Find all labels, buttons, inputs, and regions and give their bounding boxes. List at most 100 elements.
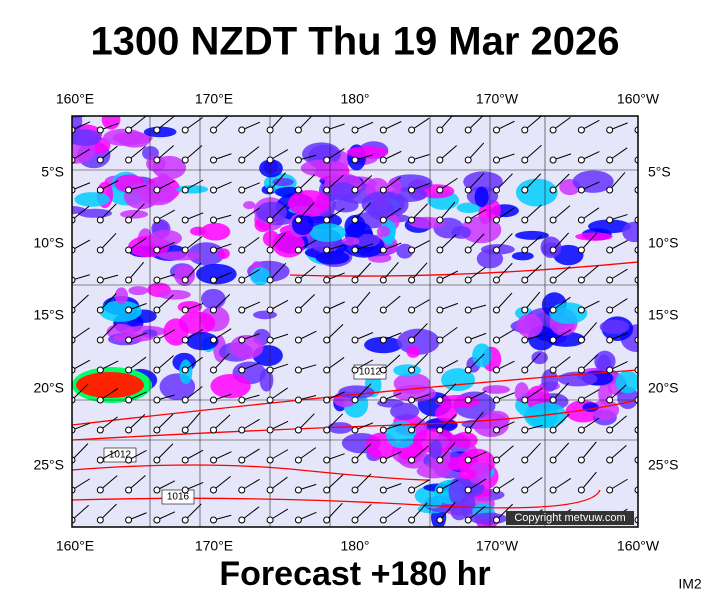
- station: [153, 486, 161, 494]
- barb-staff: [99, 203, 117, 221]
- station: [493, 126, 500, 134]
- barb-staff: [326, 502, 343, 521]
- bottom-longitude-label: 160°W: [617, 538, 660, 554]
- forecast-label: Forecast +180 hr: [219, 555, 490, 593]
- station: [266, 246, 274, 254]
- station: [153, 426, 161, 434]
- barb-staff: [128, 203, 145, 221]
- station: [266, 456, 274, 464]
- rain-cell: [112, 131, 153, 145]
- barb-staff: [609, 415, 627, 431]
- barb-staff: [99, 232, 117, 251]
- rain-cell: [72, 129, 102, 147]
- rain-cell: [112, 333, 154, 342]
- station: [125, 426, 133, 434]
- barb-staff: [552, 296, 571, 311]
- station: [351, 156, 359, 164]
- station: [521, 486, 529, 494]
- right-latitude-label: 10°S: [648, 235, 679, 251]
- bottom-longitude-label: 170°E: [195, 538, 233, 554]
- station: [577, 486, 585, 494]
- barb-staff: [383, 207, 402, 221]
- barb-staff: [354, 383, 372, 401]
- station: [549, 426, 557, 434]
- barb-staff: [467, 353, 485, 371]
- station: [125, 246, 133, 254]
- station: [125, 516, 133, 524]
- station: [464, 126, 472, 134]
- station: [464, 396, 472, 404]
- rain-cell: [541, 369, 559, 392]
- image-id: IM2: [678, 576, 702, 592]
- station: [351, 516, 359, 524]
- station: [181, 276, 189, 284]
- station: [493, 516, 500, 524]
- rain-cell: [341, 236, 360, 246]
- barb-staff: [184, 145, 203, 161]
- station: [125, 216, 133, 224]
- barb-staff: [326, 357, 345, 371]
- station: [464, 216, 472, 224]
- station: [549, 216, 557, 224]
- station: [493, 216, 500, 224]
- station: [351, 456, 359, 464]
- barb-staff: [524, 442, 541, 461]
- barb-staff: [552, 442, 570, 461]
- rain-cell: [300, 159, 343, 177]
- rain-cell: [158, 251, 202, 261]
- barb-staff: [581, 417, 600, 431]
- barb-staff: [354, 262, 371, 281]
- isobar: [289, 261, 638, 277]
- barb-staff: [72, 205, 90, 221]
- station: [379, 396, 387, 404]
- barb-staff: [467, 142, 485, 161]
- rain-cell: [217, 248, 230, 259]
- station: [181, 516, 189, 524]
- barb-staff: [354, 175, 373, 191]
- station: [464, 186, 472, 194]
- barb-staff: [524, 477, 543, 491]
- rain-cell: [302, 142, 341, 166]
- barb-staff: [99, 475, 118, 491]
- station: [464, 336, 472, 344]
- barb-staff: [72, 443, 89, 461]
- barb-staff: [552, 232, 569, 251]
- isobar-label: 1012: [109, 450, 132, 461]
- station: [549, 246, 557, 254]
- rain-cell: [531, 351, 548, 365]
- rain-cell: [615, 370, 638, 394]
- station: [379, 306, 387, 314]
- barb-staff: [496, 233, 513, 251]
- station: [238, 306, 246, 314]
- barb-staff: [72, 504, 90, 521]
- station: [493, 246, 500, 254]
- barb-staff: [99, 416, 118, 431]
- barb-staff: [524, 291, 541, 311]
- station: [436, 396, 444, 404]
- station: [294, 186, 302, 194]
- top-longitude-label: 170°W: [476, 91, 519, 107]
- barb-staff: [552, 478, 572, 491]
- rain-cell: [463, 171, 503, 193]
- station: [549, 486, 557, 494]
- station: [96, 456, 104, 464]
- barb-staff: [496, 503, 514, 521]
- barb-staff: [269, 232, 286, 251]
- station: [294, 516, 302, 524]
- barb-staff: [467, 233, 485, 251]
- station: [549, 306, 557, 314]
- station: [549, 186, 557, 194]
- station: [493, 336, 500, 344]
- top-longitude-label: 160°W: [617, 91, 660, 107]
- rain-cell: [177, 301, 203, 313]
- station: [210, 246, 217, 254]
- barb-staff: [552, 356, 571, 371]
- barb-staff: [637, 219, 638, 220]
- station: [464, 156, 472, 164]
- barb-staff: [72, 294, 89, 311]
- barb-staff: [354, 291, 371, 311]
- station: [464, 486, 472, 494]
- barb-staff: [552, 266, 571, 281]
- station: [294, 336, 302, 344]
- station: [294, 396, 302, 404]
